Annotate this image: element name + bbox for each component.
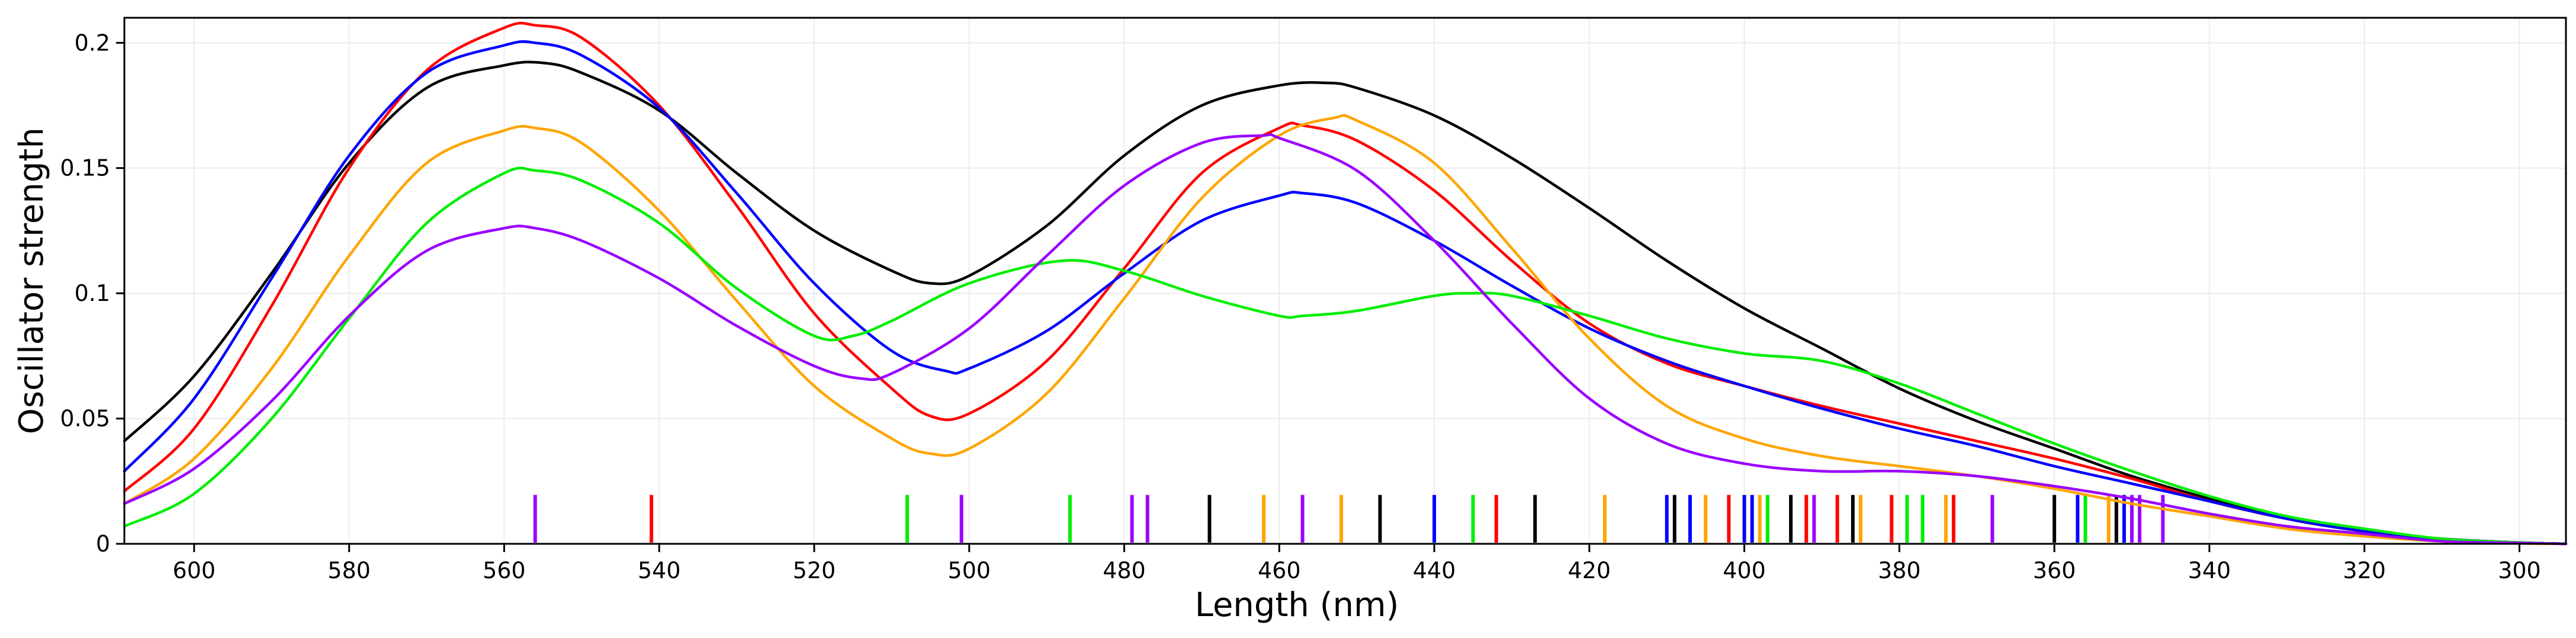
x-tick-label: 340 (2188, 557, 2231, 584)
series-line-purple (123, 133, 2568, 546)
y-tick-label: 0.1 (75, 280, 110, 306)
series-line-black (123, 60, 2568, 546)
series-line-blue (123, 40, 2568, 546)
x-tick-label: 380 (1878, 557, 1921, 584)
x-tick-label: 420 (1568, 557, 1611, 584)
x-axis-label: Length (nm) (1195, 586, 1399, 624)
x-tick-label: 600 (173, 557, 216, 584)
series-line-orange (123, 114, 2568, 546)
transition-lines (533, 495, 2165, 543)
x-tick-label: 500 (947, 557, 991, 584)
x-axis-ticks: 600 580 560 540 520 500 480 460 440 420 400 380 360 3… (173, 544, 2541, 584)
grid-layer (124, 18, 2566, 544)
y-tick-label: 0.2 (75, 30, 110, 56)
y-tick-label: 0.05 (60, 406, 110, 432)
x-tick-label: 400 (1723, 557, 1766, 584)
series-line-red (123, 21, 2568, 546)
x-tick-label: 360 (2033, 557, 2076, 584)
y-tick-label: 0.15 (60, 155, 110, 181)
y-tick-label: 0 (96, 531, 110, 557)
x-tick-label: 440 (1413, 557, 1456, 584)
y-axis-label: Oscillator strength (12, 127, 51, 434)
x-tick-label: 580 (327, 557, 371, 584)
x-tick-label: 560 (483, 557, 526, 584)
x-tick-label: 460 (1258, 557, 1301, 584)
x-tick-label: 480 (1103, 557, 1146, 584)
y-axis-ticks: 0 0.05 0.1 0.15 0.2 (60, 30, 124, 557)
series-line-green (123, 166, 2568, 546)
x-tick-label: 300 (2498, 557, 2541, 584)
plot-frame (123, 17, 2567, 545)
x-tick-label: 540 (638, 557, 681, 584)
series-layer (123, 21, 2568, 546)
x-tick-label: 320 (2343, 557, 2386, 584)
x-tick-label: 520 (793, 557, 836, 584)
